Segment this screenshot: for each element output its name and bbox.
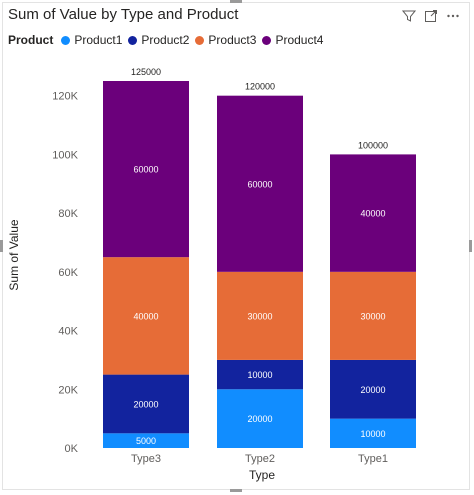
bar-type2-product2[interactable] [217,359,303,390]
legend-item-product2[interactable]: Product2 [128,33,189,47]
data-label-type2-product1: 20000 [247,414,272,424]
data-label-type1-product3: 30000 [360,311,385,321]
x-tick-label-type1: Type1 [358,453,388,465]
bar-type3-product2[interactable] [103,374,189,434]
legend-marker-product4 [262,35,272,45]
y-tick-label-40k: 40K [58,326,78,338]
chart-legend: Product Product1 Product2 Product3 Produ… [8,33,329,47]
data-label-type1-product1: 10000 [360,429,385,439]
x-tick-label-type3: Type3 [131,453,161,465]
bar-type1-product4[interactable] [330,154,416,272]
x-tick-label-type2: Type2 [245,453,275,465]
legend-label-product4: Product4 [275,33,324,47]
legend-label-product3: Product3 [208,33,257,47]
resize-handle-bottom[interactable] [230,489,242,492]
y-tick-label-80k: 80K [58,208,78,220]
legend-item-product1[interactable]: Product1 [61,33,122,47]
data-label-type2-product2: 10000 [247,370,272,380]
legend-item-product4[interactable]: Product4 [262,33,323,47]
y-axis: 0K 20K 40K 60K 80K 100K 120K [52,91,78,455]
resize-handle-right[interactable] [469,240,472,252]
total-label-type1: 100000 [358,140,388,150]
y-tick-label-100k: 100K [52,149,78,161]
visual-header [401,9,460,23]
bar-type3-product3[interactable] [103,257,189,375]
legend-item-product3[interactable]: Product3 [195,33,256,47]
legend-marker-product1 [61,35,71,45]
data-label-type3-product4: 60000 [133,165,158,175]
data-label-type3-product1: 5000 [136,436,156,446]
total-label-type2: 120000 [245,82,275,92]
chart-title: Sum of Value by Type and Product [8,6,239,23]
focus-mode-icon[interactable] [424,9,438,23]
y-tick-label-20k: 20K [58,384,78,396]
y-tick-label-60k: 60K [58,267,78,279]
bars: 5000 20000 40000 60000 125000 20000 10000 30000… [103,67,416,448]
data-label-type3-product3: 40000 [133,311,158,321]
bar-type1-product3[interactable] [330,271,416,360]
legend-marker-product2 [128,35,138,45]
resize-handle-top[interactable] [230,0,242,3]
data-label-type2-product4: 60000 [247,179,272,189]
x-axis: Type3 Type2 Type1 [131,453,388,465]
bar-type2-product1[interactable] [217,389,303,448]
y-tick-label-120k: 120K [52,91,78,103]
total-label-type3: 125000 [131,67,161,77]
bar-type1-product2[interactable] [330,359,416,419]
data-label-type1-product4: 40000 [360,209,385,219]
y-tick-label-0k: 0K [65,443,79,455]
y-axis-title: Sum of Value [7,219,21,290]
filter-icon[interactable] [401,9,417,23]
bar-type1-product1[interactable] [330,418,416,448]
bar-type3-product1[interactable] [103,433,189,448]
x-axis-title: Type [249,468,275,482]
resize-handle-left[interactable] [0,240,3,252]
legend-marker-product3 [195,35,205,45]
legend-title: Product [8,33,54,47]
bar-type2-product3[interactable] [217,271,303,360]
data-label-type2-product3: 30000 [247,311,272,321]
more-options-icon[interactable] [446,9,460,23]
data-label-type1-product2: 20000 [360,385,385,395]
legend-label-product2: Product2 [141,33,190,47]
data-label-type3-product2: 20000 [133,399,158,409]
legend-label-product1: Product1 [74,33,123,47]
bar-type2-product4[interactable] [217,95,303,272]
bar-type3-product4[interactable] [103,81,189,258]
